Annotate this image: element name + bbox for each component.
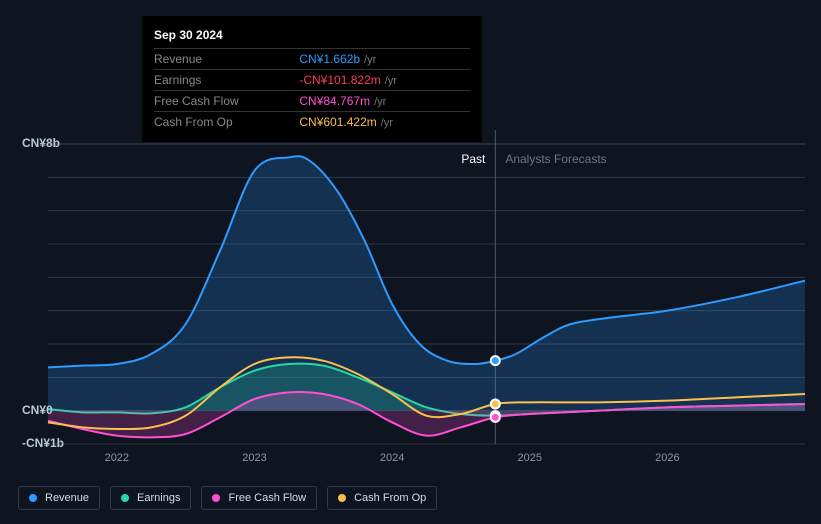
- section-label-forecast: Analysts Forecasts: [505, 152, 606, 166]
- legend-item-revenue[interactable]: Revenue: [18, 486, 100, 510]
- x-tick-label: 2022: [105, 452, 129, 464]
- tooltip-row-value: CN¥1.662b/yr: [299, 49, 470, 70]
- legend-item-cfo[interactable]: Cash From Op: [327, 486, 437, 510]
- y-tick-label: CN¥0: [22, 403, 53, 417]
- legend-dot-icon: [212, 494, 220, 502]
- tooltip-table: RevenueCN¥1.662b/yrEarnings-CN¥101.822m/…: [154, 48, 470, 132]
- financials-chart: { "layout": { "width": 821, "height": 52…: [0, 0, 821, 524]
- tooltip-row-label: Revenue: [154, 49, 299, 70]
- tooltip-row-value: CN¥84.767m/yr: [299, 91, 470, 112]
- y-tick-label: CN¥8b: [22, 136, 60, 150]
- x-tick-label: 2026: [655, 452, 679, 464]
- legend-dot-icon: [29, 494, 37, 502]
- tooltip-row: Earnings-CN¥101.822m/yr: [154, 70, 470, 91]
- legend-label: Revenue: [45, 492, 89, 504]
- legend-label: Cash From Op: [354, 492, 426, 504]
- y-tick-label: -CN¥1b: [22, 436, 64, 450]
- tooltip-row-label: Earnings: [154, 70, 299, 91]
- tooltip-row-value: -CN¥101.822m/yr: [299, 70, 470, 91]
- tooltip-row: RevenueCN¥1.662b/yr: [154, 49, 470, 70]
- legend: Revenue Earnings Free Cash Flow Cash From O…: [18, 486, 437, 510]
- legend-dot-icon: [121, 494, 129, 502]
- x-tick-label: 2025: [517, 452, 541, 464]
- tooltip-row: Free Cash FlowCN¥84.767m/yr: [154, 91, 470, 112]
- tooltip-row: Cash From OpCN¥601.422m/yr: [154, 112, 470, 133]
- tooltip-row-label: Cash From Op: [154, 112, 299, 133]
- legend-dot-icon: [338, 494, 346, 502]
- tooltip-date: Sep 30 2024: [154, 24, 470, 48]
- x-tick-label: 2023: [242, 452, 266, 464]
- section-label-past: Past: [461, 152, 485, 166]
- legend-label: Free Cash Flow: [228, 492, 306, 504]
- legend-item-fcf[interactable]: Free Cash Flow: [201, 486, 317, 510]
- legend-item-earnings[interactable]: Earnings: [110, 486, 191, 510]
- tooltip-row-label: Free Cash Flow: [154, 91, 299, 112]
- x-tick-label: 2024: [380, 452, 404, 464]
- tooltip-row-value: CN¥601.422m/yr: [299, 112, 470, 133]
- legend-label: Earnings: [137, 492, 180, 504]
- tooltip: Sep 30 2024 RevenueCN¥1.662b/yrEarnings-…: [142, 16, 482, 142]
